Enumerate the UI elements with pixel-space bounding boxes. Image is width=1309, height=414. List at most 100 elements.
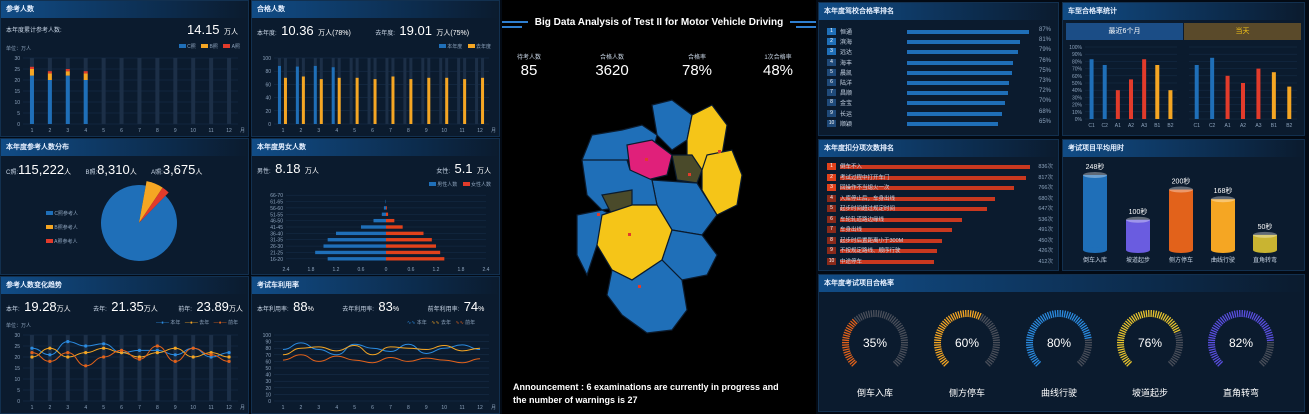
cylinder-category-label: 坡道起步 — [1126, 256, 1150, 264]
gauge-tick — [894, 359, 901, 365]
y-tick-label: 26-30 — [270, 244, 283, 250]
gauge-tick — [1117, 346, 1125, 349]
gauge-value: 80% — [1047, 336, 1071, 350]
this-unit: 万人 — [56, 306, 71, 313]
legend-female: 女性人数 — [470, 182, 491, 188]
y-tick-label: 10 — [265, 392, 271, 398]
gauge-tick — [1208, 336, 1216, 340]
gauge-tick — [1117, 339, 1125, 342]
legend: ∿∿ 本年 ∿∿ 去年 ∿∿ 前年 — [407, 320, 476, 326]
this-unit: 万人 — [318, 30, 333, 37]
prev-value: 74 — [463, 299, 479, 314]
bar-track — [191, 335, 196, 401]
school-pct: 70% — [1038, 98, 1051, 105]
rank-badge: 10 — [827, 257, 836, 265]
x-tick-label: B2 — [1167, 123, 1173, 129]
gauge-tick — [1120, 354, 1128, 359]
gauge-tick — [1260, 359, 1267, 365]
panel-gender: 本年度男女人数 男性: 8.18 万人 女性: 5.1 万人 男性人数 女性人数… — [251, 138, 500, 275]
x-tick-label: 1.8 — [308, 267, 315, 273]
bar-track — [227, 58, 232, 124]
kpi-passed-label: 合格人数 — [599, 55, 624, 61]
line-前年 — [31, 345, 230, 367]
bar-B照 — [29, 69, 34, 76]
point-前年 — [30, 351, 34, 355]
bar-C照 — [47, 80, 52, 124]
gauge-tick — [892, 318, 899, 325]
deduction-row: 9 不按规定路线、顺序行驶 426次 — [827, 246, 1055, 257]
gauge-tick — [1173, 352, 1181, 357]
gauge-tick — [1255, 315, 1261, 322]
gauge-tick — [1245, 310, 1249, 318]
legend-last: 去年度 — [475, 44, 491, 50]
gauge-tick — [1042, 314, 1047, 321]
gauge-tick — [898, 352, 906, 357]
point-去年 — [191, 355, 195, 359]
point-去年 — [102, 346, 106, 350]
gauge-tick — [1172, 354, 1180, 359]
x-tick-label: 5 — [353, 405, 356, 411]
gauge-tick — [1029, 326, 1037, 332]
y-tick-label: 16-20 — [270, 257, 283, 263]
gauge-tick — [1026, 339, 1034, 342]
gauge-tick — [1162, 314, 1167, 321]
x-tick-label: 12 — [226, 128, 232, 134]
gauge-tick — [1168, 320, 1175, 327]
bar-去年度 — [481, 77, 485, 124]
bar-track — [119, 335, 124, 401]
x-axis-unit: 月 — [491, 405, 496, 411]
point-去年 — [227, 355, 231, 359]
x-tick-label: 10 — [190, 405, 196, 411]
school-bar — [907, 101, 1005, 106]
cylinder-category-label: 直角转弯 — [1253, 256, 1277, 264]
gauge-name: 曲线行驶 — [1041, 387, 1077, 398]
deduction-bar — [840, 186, 1015, 190]
gauge-tick — [992, 348, 1000, 352]
gauge-tick — [1258, 318, 1265, 325]
gauge-tick — [843, 331, 851, 336]
gauge-tick — [1035, 360, 1042, 367]
bar-A1 — [1225, 75, 1230, 119]
gauge-tick — [893, 320, 900, 327]
y-tick-label: 31-35 — [270, 238, 283, 244]
gauge-tick — [988, 324, 996, 330]
rank-badge: 6 — [827, 78, 836, 86]
gauge-tick — [846, 324, 854, 330]
gauge-tick — [855, 315, 861, 322]
x-tick-label: A1 — [1225, 123, 1231, 129]
point-前年 — [119, 348, 124, 352]
y-tick-label: 25 — [14, 344, 20, 350]
gauge-tick — [992, 339, 1000, 342]
x-tick-label: B1 — [1154, 123, 1160, 129]
tab-today[interactable]: 当天 — [1184, 23, 1301, 40]
x-tick-label: 11 — [209, 128, 214, 134]
x-tick-label: 2 — [48, 405, 51, 411]
gauge-tick — [862, 311, 867, 319]
bar-B1 — [1155, 65, 1160, 119]
bar-male — [323, 244, 386, 248]
gender-pyramid-chart: 66-7061-6556-6051-5546-5041-4536-4031-35… — [270, 193, 489, 273]
rank-badge: 3 — [827, 184, 836, 191]
panel-item-pass-rate: 本年度考试项目合格率 35% 倒车入库 60% 侧方停车 80% 曲线行驶 76% 坡道起步 8… — [818, 274, 1305, 412]
gauge-tick — [952, 312, 957, 320]
y-tick-label: 90 — [265, 340, 271, 346]
distribution-pie-chart — [101, 181, 177, 261]
school-pct: 72% — [1038, 88, 1051, 95]
this-value: 19.28 — [24, 299, 57, 314]
x-tick-label: 4 — [335, 405, 338, 411]
y-tick-label: 20 — [14, 355, 20, 361]
gauge-tick — [975, 311, 980, 319]
last-value: 19.01 — [399, 23, 432, 38]
gauge-tick — [900, 339, 908, 342]
gauge-tick — [1175, 346, 1183, 349]
gauge-tick — [936, 352, 944, 357]
bar-track — [421, 58, 425, 124]
panel-title: 合格人数 — [252, 1, 499, 18]
gauge-tick — [1172, 326, 1180, 332]
bar-去年度 — [463, 79, 467, 124]
tab-recent[interactable]: 最近6个月 — [1066, 23, 1183, 40]
announcement-line-1: Announcement : 6 examinations are curren… — [513, 382, 779, 392]
gauge-tick — [889, 315, 895, 322]
